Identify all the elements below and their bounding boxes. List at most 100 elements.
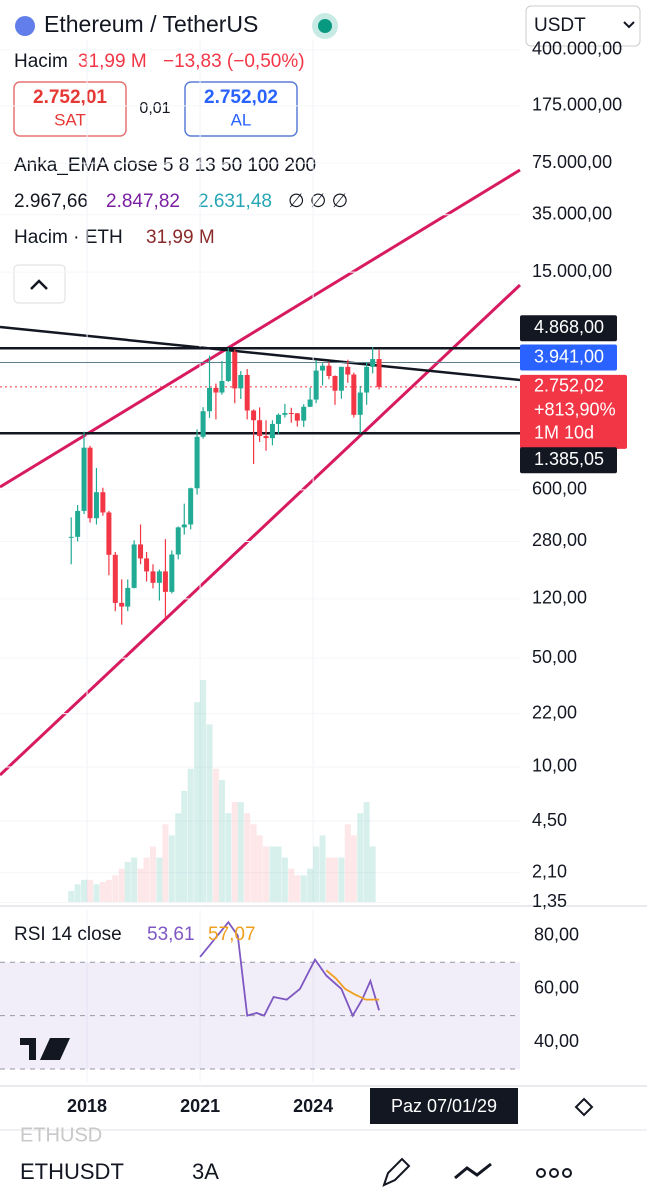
draw-icon[interactable]: [382, 1157, 411, 1187]
candle-body: [144, 558, 150, 572]
y-tick-label: 120,00: [532, 588, 587, 608]
volume-bar: [350, 835, 357, 902]
volume-bar: [131, 857, 138, 902]
candle-body: [106, 512, 112, 555]
ema-title: Anka_EMA close 5 8 13 50 100 200: [14, 155, 316, 176]
buy-label[interactable]: AL: [231, 110, 252, 129]
ema-value: 2.631,48: [198, 191, 272, 212]
candle-body: [100, 492, 106, 513]
volume-label: Hacim: [14, 51, 68, 72]
price-change: −13,83 (−0,50%): [163, 51, 305, 72]
price-tag: [520, 344, 617, 371]
volume-bar: [363, 802, 370, 902]
y-tick-label: 75.000,00: [532, 152, 612, 172]
coin-icon: [15, 16, 35, 36]
crosshair-date-box: [370, 1088, 518, 1124]
volume-bar: [256, 835, 263, 902]
rsi-value: 53,61: [147, 924, 195, 945]
candle-body: [370, 359, 376, 367]
candle-body: [320, 365, 326, 371]
ema-value: 2.847,82: [106, 191, 180, 212]
candle-body: [313, 370, 319, 400]
sell-price[interactable]: 2.752,01: [33, 87, 107, 108]
volume-bar: [149, 846, 156, 902]
volume-bar: [250, 824, 257, 902]
volume-bar: [112, 875, 119, 902]
price-tag-label: 3.941,00: [534, 346, 604, 366]
volume-bar: [344, 824, 351, 902]
volume-bar: [294, 875, 301, 902]
candle-body: [307, 399, 313, 407]
volume-bar: [156, 857, 163, 902]
price-tag: [520, 447, 617, 474]
collapse-icon: [30, 279, 48, 290]
indicator-icon[interactable]: [454, 1162, 492, 1180]
y-tick-label: 4,50: [532, 810, 567, 830]
rsi-line: [199, 920, 380, 1018]
volume-value: 31,99 M: [78, 51, 147, 72]
status-dot: [318, 19, 332, 33]
settings-icon[interactable]: [574, 1097, 594, 1117]
interval[interactable]: 3A: [192, 1159, 219, 1184]
x-tick-label: 2018: [67, 1096, 107, 1116]
currency-select[interactable]: [525, 5, 641, 47]
candle-body: [332, 376, 338, 391]
volume-bar: [212, 768, 219, 902]
symbol-title[interactable]: Ethereum / TetherUS: [44, 11, 258, 37]
candle-body: [219, 381, 225, 393]
candle-body: [301, 406, 307, 421]
volume-bar: [244, 813, 251, 902]
volume-bar: [307, 868, 314, 902]
price-tag: [520, 374, 627, 449]
buy-price[interactable]: 2.752,02: [204, 87, 278, 108]
y-tick-label: 2,10: [532, 861, 567, 881]
volume-bar: [231, 802, 238, 902]
y-tick-label: 10,00: [532, 756, 577, 776]
more-icon[interactable]: [536, 1168, 572, 1178]
candle-body: [238, 374, 244, 389]
candle-body: [269, 423, 275, 439]
collapse-button[interactable]: [13, 264, 66, 304]
candle-body: [150, 571, 156, 583]
volume-bar: [200, 680, 207, 902]
candle-body: [213, 387, 219, 393]
volume-bar: [225, 813, 232, 902]
y-tick-label: 50,00: [532, 647, 577, 667]
y-tick-label: 15.000,00: [532, 261, 612, 281]
volume-bar: [99, 882, 106, 902]
crosshair-date: Paz 07/01/29: [391, 1096, 497, 1116]
symbol[interactable]: ETHUSDT: [20, 1159, 124, 1184]
sell-button[interactable]: [13, 81, 127, 137]
price-tag-label: 2.752,02: [534, 376, 604, 396]
candle-body: [225, 351, 231, 382]
volume-bar: [319, 835, 326, 902]
volume-bar: [124, 862, 131, 902]
rsi-ma-value: 57,07: [208, 924, 256, 945]
volume-bar: [74, 884, 81, 902]
candle-body: [263, 436, 269, 439]
candle-body: [138, 544, 144, 559]
volume-bar: [137, 868, 144, 902]
price-tag: [520, 315, 617, 342]
candle-body: [357, 392, 363, 415]
volume-bar: [143, 857, 150, 902]
volume-bar: [263, 846, 270, 902]
candle-body: [169, 554, 175, 592]
candle-body: [156, 571, 162, 583]
candle-body: [251, 410, 257, 421]
candle-body: [207, 387, 213, 412]
candle-body: [125, 587, 131, 607]
sell-label[interactable]: SAT: [54, 110, 86, 129]
volume-bar: [269, 846, 276, 902]
currency[interactable]: USDT: [534, 15, 586, 36]
x-tick-label: 2024: [293, 1096, 333, 1116]
volume-bar: [338, 857, 345, 902]
y-tick-label: 600,00: [532, 479, 587, 499]
volume-indicator-value: 31,99 M: [146, 227, 215, 248]
volume-bar: [87, 879, 94, 902]
buy-button[interactable]: [184, 81, 298, 137]
volume-bar: [357, 813, 364, 902]
volume-bar: [168, 835, 175, 902]
candle-body: [244, 374, 250, 411]
